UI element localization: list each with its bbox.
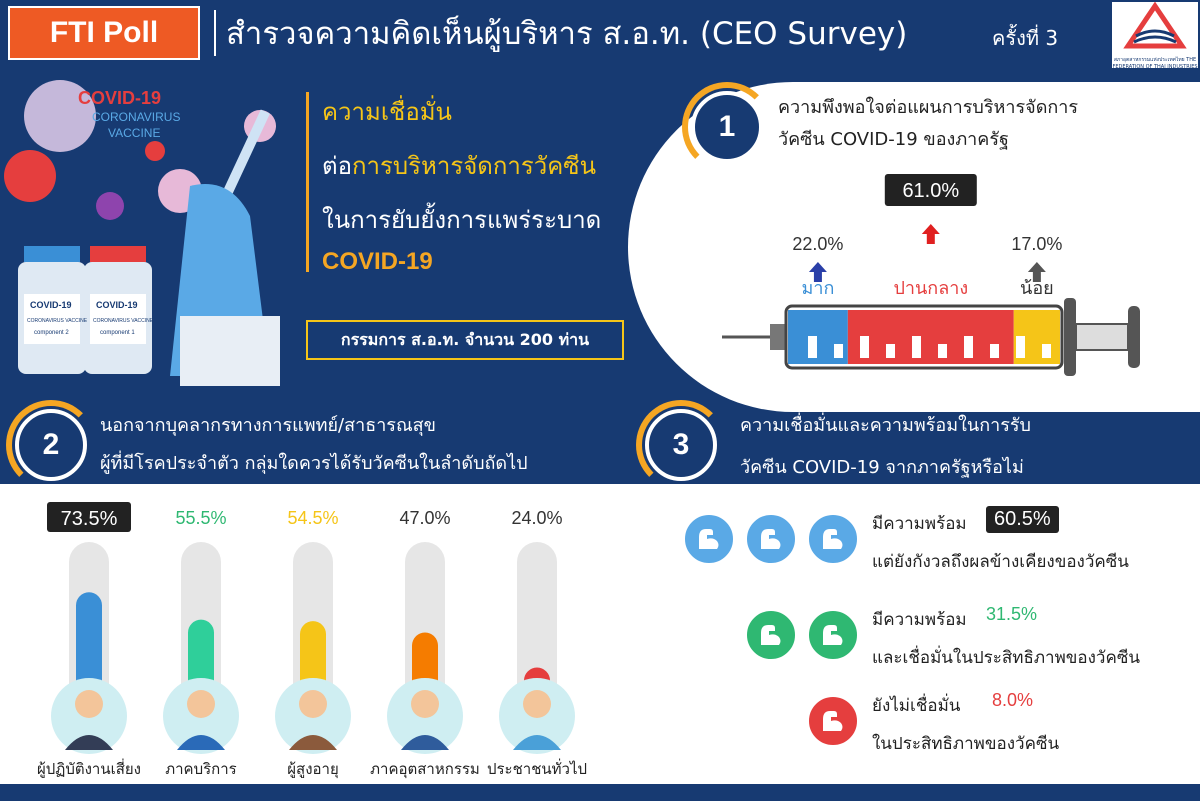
vial-right-comp: component 1 <box>100 330 135 336</box>
avatar-body <box>177 735 225 750</box>
satisfaction-value-bg <box>884 174 977 206</box>
syringe-plunger-end <box>1128 306 1140 368</box>
section-1-title-line-1: ความพึงพอใจต่อแผนการบริหารจัดการ <box>778 97 1079 118</box>
priority-value-label: 55.5% <box>175 508 226 528</box>
priority-value-bg <box>47 502 131 532</box>
logo-caption: สภาอุตสาหกรรมแห่งประเทศไทย THE FEDERATIO… <box>1112 57 1198 70</box>
hero-line-4: COVID-19 <box>322 248 433 275</box>
arrow-up-icon <box>1027 262 1046 282</box>
arrow-up-icon <box>808 262 827 282</box>
fti-logo-icon <box>1123 1 1187 49</box>
footer-bar <box>0 784 1200 801</box>
header-divider <box>214 10 216 56</box>
satisfaction-bar-1 <box>847 310 1014 364</box>
section-2-title-line-2: ผู้ที่มีโรคประจำตัว กลุ่มใดควรได้รับวัคซ… <box>100 453 528 474</box>
vial-right-sub: CORONAVIRUS VACCINE <box>93 318 154 324</box>
section-3-title-line-1: ความเชื่อมั่นและความพร้อมในการรับ <box>740 415 1031 436</box>
vial-left-icon <box>18 246 86 374</box>
sample-size-box: กรรมการ ส.อ.ท. จำนวน 200 ท่าน <box>306 320 624 360</box>
page-title: สำรวจความคิดเห็นผู้บริหาร ส.อ.ท. (CEO Su… <box>226 16 908 52</box>
hero-line-1: ความเชื่อมั่น <box>322 98 452 126</box>
section-2-number: 2 <box>15 409 87 481</box>
priority-group-chart: 73.5% ผู้ปฏิบัติงานเสี่ยง 55.5% ภาคบริการ 54… <box>37 502 587 779</box>
syringe-tick <box>912 336 921 358</box>
section-2-title-line-1: นอกจากบุคลากรทางการแพทย์/สาธารณสุข <box>100 415 436 436</box>
section-1-title-line-2: วัคซีน COVID-19 ของภาครัฐ <box>778 129 1009 150</box>
section-1-number: 1 <box>691 91 763 163</box>
syringe-tick <box>834 344 843 358</box>
syringe-plunger-rod <box>1075 323 1129 351</box>
section-3-title-line-2: วัคซีน COVID-19 จากภาครัฐหรือไม่ <box>740 457 1024 478</box>
avatar-face <box>187 690 215 718</box>
priority-value-label: 73.5% <box>61 508 118 530</box>
priority-value-label: 54.5% <box>287 508 338 528</box>
priority-category-label: ผู้ปฏิบัติงานเสี่ยง <box>37 758 141 778</box>
poll-badge: FTI Poll <box>8 6 200 60</box>
syringe-tip <box>770 324 788 350</box>
avatar-body <box>513 735 561 750</box>
hero-line-2: ต่อการบริหารจัดการวัคซีน <box>322 146 596 185</box>
header-bar <box>0 0 1200 70</box>
vial-left-sub: CORONAVIRUS VACCINE <box>27 318 88 324</box>
hero-line-2-prefix: ต่อ <box>322 152 352 180</box>
art-vaccine-text: VACCINE <box>108 126 161 140</box>
syringe-tick <box>886 344 895 358</box>
hero-line-3: ในการยับยั้งการแพร่ระบาด <box>322 206 602 234</box>
section-2-ring <box>6 400 96 490</box>
syringe-plunger-stopper <box>1064 298 1076 376</box>
satisfaction-category-label: มาก <box>801 278 834 299</box>
syringe-tick <box>1016 336 1025 358</box>
avatar-face <box>299 690 327 718</box>
satisfaction-value-label: 61.0% <box>902 180 959 202</box>
priority-value-label: 24.0% <box>511 508 562 528</box>
syringe-tick <box>990 344 999 358</box>
section-3-ring <box>636 400 726 490</box>
priority-category-label: ภาคบริการ <box>165 760 236 778</box>
art-covid-text: COVID-19 <box>78 88 162 108</box>
satisfaction-value-label: 22.0% <box>792 234 843 254</box>
priority-track <box>517 542 557 714</box>
syringe-tick <box>808 336 817 358</box>
avatar-face <box>75 690 103 718</box>
avatar-body <box>289 735 337 750</box>
avatar-body <box>65 735 113 750</box>
syringe-tick <box>964 336 973 358</box>
survey-round: ครั้งที่ 3 <box>992 26 1059 50</box>
section-3-number: 3 <box>645 409 717 481</box>
vaccine-illustration: COVID-19 COVID-19 CORONAVIRUS VACCINE CO… <box>4 80 280 386</box>
avatar-face <box>411 690 439 718</box>
avatar-face <box>523 690 551 718</box>
priority-value-label: 47.0% <box>399 508 450 528</box>
priority-category-label: ผู้สูงอายุ <box>287 760 339 779</box>
hero-line-2-highlight: การบริหารจัดการวัคซีน <box>352 152 596 180</box>
priority-category-label: ภาคอุตสาหกรรม <box>370 760 480 779</box>
section-3-panel <box>646 484 1200 784</box>
satisfaction-category-label: ปานกลาง <box>893 278 968 299</box>
syringe-tick <box>938 344 947 358</box>
avatar-body <box>401 735 449 750</box>
vial-right-label: COVID-19 <box>96 300 138 310</box>
hero-divider <box>306 92 309 272</box>
vial-left-comp: component 2 <box>34 330 69 336</box>
syringe-tick <box>1042 344 1051 358</box>
priority-category-label: ประชาชนทั่วไป <box>487 758 587 778</box>
fti-logo <box>1112 1 1198 68</box>
syringe-tick <box>860 336 869 358</box>
section-1-ring <box>682 82 772 172</box>
satisfaction-value-label: 17.0% <box>1011 234 1062 254</box>
vial-left-label: COVID-19 <box>30 300 72 310</box>
satisfaction-category-label: น้อย <box>1020 278 1054 299</box>
satisfaction-syringe-chart: มาก 22.0% ปานกลาง 61.0% น้อย 17.0% <box>722 174 1140 376</box>
art-coronavirus-text: CORONAVIRUS <box>92 110 181 124</box>
arrow-up-icon <box>921 224 940 244</box>
vial-right-icon <box>84 246 152 374</box>
